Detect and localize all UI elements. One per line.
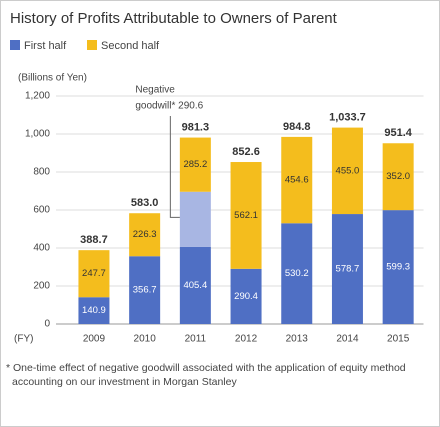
y-axis-label: (Billions of Yen) bbox=[18, 73, 87, 84]
total-label: 981.3 bbox=[182, 121, 210, 133]
bar bbox=[281, 223, 313, 324]
value-label: 454.6 bbox=[285, 175, 309, 186]
x-tick-label: 2010 bbox=[134, 334, 157, 345]
value-label: 599.3 bbox=[386, 262, 410, 273]
annotation: Negative bbox=[135, 85, 175, 96]
total-label: 1,033.7 bbox=[329, 112, 366, 124]
bar bbox=[129, 213, 161, 257]
annotation: goodwill* 290.6 bbox=[135, 101, 203, 112]
x-tick-label: 2014 bbox=[336, 334, 359, 345]
x-tick-label: 2009 bbox=[83, 334, 106, 345]
legend-label: Second half bbox=[101, 40, 160, 52]
y-tick-label: 1,000 bbox=[25, 129, 50, 140]
bar bbox=[331, 214, 363, 324]
legend-label: First half bbox=[24, 40, 67, 52]
y-tick-label: 600 bbox=[33, 205, 50, 216]
value-label: 352.0 bbox=[386, 171, 410, 182]
y-tick-label: 0 bbox=[44, 319, 50, 330]
bar bbox=[179, 137, 211, 192]
value-label: 530.2 bbox=[285, 268, 309, 279]
x-tick-label: 2013 bbox=[286, 334, 309, 345]
value-label: 247.7 bbox=[82, 268, 106, 279]
bar bbox=[78, 297, 110, 324]
footnote: * One-time effect of negative goodwill a… bbox=[6, 362, 406, 374]
bar bbox=[129, 256, 161, 324]
bar bbox=[281, 136, 313, 224]
total-label: 852.6 bbox=[232, 146, 260, 158]
value-label: 356.7 bbox=[133, 285, 157, 296]
value-label: 226.3 bbox=[133, 229, 157, 240]
bar bbox=[382, 143, 414, 211]
x-axis-label: (FY) bbox=[14, 334, 33, 345]
bar bbox=[382, 210, 414, 324]
bar bbox=[331, 127, 363, 215]
value-label: 578.7 bbox=[336, 264, 360, 275]
annotation-connector bbox=[169, 116, 180, 218]
y-tick-label: 400 bbox=[33, 243, 50, 254]
value-label: 140.9 bbox=[82, 305, 106, 316]
bar bbox=[230, 162, 262, 269]
total-label: 984.8 bbox=[283, 121, 311, 133]
chart-title: History of Profits Attributable to Owner… bbox=[10, 10, 338, 27]
goodwill-bar bbox=[179, 191, 211, 247]
x-tick-label: 2011 bbox=[185, 334, 207, 345]
total-label: 388.7 bbox=[80, 234, 108, 246]
value-label: 285.2 bbox=[183, 159, 207, 170]
x-tick-label: 2012 bbox=[235, 334, 258, 345]
y-tick-label: 1,200 bbox=[25, 91, 50, 102]
footnote: accounting on our investment in Morgan S… bbox=[12, 376, 237, 388]
value-label: 455.0 bbox=[336, 165, 360, 176]
x-tick-label: 2015 bbox=[387, 334, 410, 345]
bar bbox=[179, 246, 211, 324]
legend-swatch bbox=[87, 40, 97, 50]
y-tick-label: 200 bbox=[33, 281, 50, 292]
bar bbox=[230, 268, 262, 324]
value-label: 290.4 bbox=[234, 291, 258, 302]
bar bbox=[78, 250, 110, 298]
value-label: 562.1 bbox=[234, 210, 258, 221]
y-tick-label: 800 bbox=[33, 167, 50, 178]
total-label: 583.0 bbox=[131, 197, 159, 209]
total-label: 951.4 bbox=[384, 127, 412, 139]
value-label: 405.4 bbox=[183, 280, 207, 291]
legend-swatch bbox=[10, 40, 20, 50]
